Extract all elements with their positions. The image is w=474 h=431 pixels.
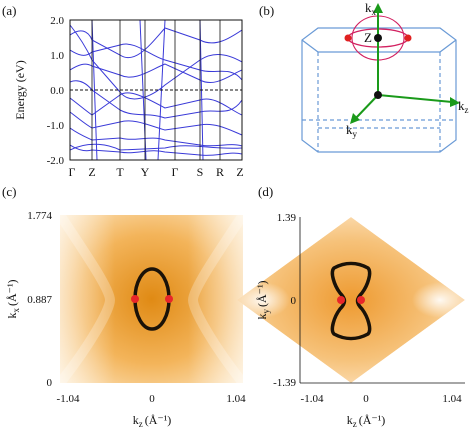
panel-d: (d) 1.39 0 -1.39 -1.04 0 1.04 ky(Å⁻¹) kz…	[237, 184, 465, 429]
panel-a: (a) Energy (eV) 2.0 1.0 0.0 -1.0 -2.0	[2, 3, 244, 179]
panel-b-label: (b)	[259, 3, 274, 18]
xtick-c-mid: 0	[149, 393, 155, 405]
gamma-point	[374, 91, 382, 99]
kpoint-y: Y	[141, 165, 150, 179]
kpoint-r: R	[216, 165, 224, 179]
node-left	[344, 34, 352, 42]
xtick-c-right: 1.04	[226, 393, 246, 405]
panel-d-xlabel: kz (Å⁻¹)	[347, 413, 386, 429]
ytick-a-2: 2.0	[50, 15, 64, 27]
ytick-c-mid: 0.887	[27, 294, 52, 306]
ytick-a-m2: -2.0	[47, 155, 65, 167]
ytick-d-mid: 0	[291, 295, 297, 307]
ky-arrow-icon	[350, 113, 360, 124]
ytick-a-m1: -1.0	[47, 120, 65, 132]
kx-arrow-icon	[373, 3, 383, 13]
ytick-d-bottom: -1.39	[273, 377, 296, 389]
panel-c-ylabel: kx(Å⁻¹)	[5, 279, 21, 318]
z-point-label: Z	[364, 30, 372, 45]
kz-axis	[377, 94, 453, 103]
panel-a-label: (a)	[2, 3, 16, 18]
node-c-left	[131, 295, 139, 303]
xtick-d-right: 1.04	[442, 393, 462, 405]
kpoint-z-2: Z	[236, 165, 243, 179]
ytick-d-top: 1.39	[277, 212, 297, 224]
xtick-d-left: -1.04	[301, 393, 324, 405]
kz-arrow-icon	[450, 97, 460, 107]
panel-b: (b) Z kx kz ky	[259, 0, 469, 153]
ky-label: ky	[346, 122, 358, 139]
panel-d-label: (d)	[258, 184, 273, 199]
ytick-a-0: 0.0	[50, 85, 64, 97]
kpoint-s: S	[197, 165, 204, 179]
node-right	[404, 34, 412, 42]
node-c-right	[165, 295, 173, 303]
panel-a-ylabel: Energy (eV)	[13, 60, 27, 119]
xtick-c-left: -1.04	[57, 393, 80, 405]
z-point	[374, 34, 382, 42]
ytick-c-top: 1.774	[27, 210, 52, 222]
panel-c: (c) 1.774 0.887 0 -1.04 0 1.04 kx(Å⁻¹) k…	[2, 184, 248, 429]
kx-label: kx	[365, 0, 377, 17]
ky-axis	[355, 94, 379, 119]
ytick-c-bottom: 0	[47, 377, 53, 389]
xtick-d-mid: 0	[363, 393, 369, 405]
panel-c-label: (c)	[2, 184, 16, 199]
node-d-left	[337, 296, 345, 304]
kpoint-z-1: Z	[88, 165, 95, 179]
kpoint-gamma-2: Γ	[172, 165, 179, 179]
panel-d-ylabel: ky(Å⁻¹)	[255, 280, 271, 319]
kpoint-t: T	[116, 165, 124, 179]
ytick-a-1: 1.0	[50, 50, 64, 62]
node-d-right	[357, 296, 365, 304]
panel-d-map	[237, 217, 465, 383]
kpoint-gamma-1: Γ	[69, 165, 76, 179]
panel-c-xlabel: kz (Å⁻¹)	[133, 413, 172, 429]
kz-label: kz	[458, 98, 469, 115]
